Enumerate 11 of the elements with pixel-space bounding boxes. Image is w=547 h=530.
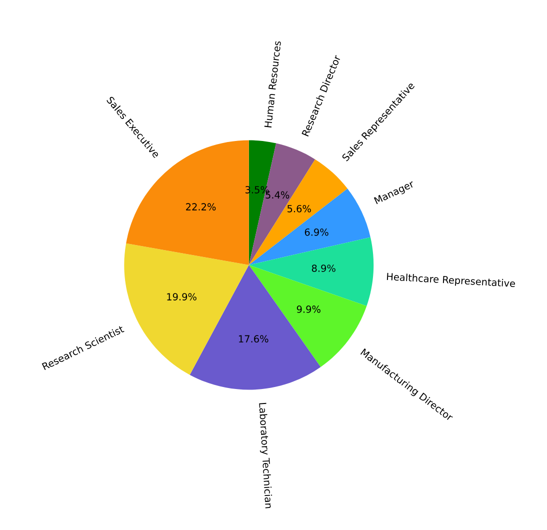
slice-label: Healthcare Representative <box>386 272 516 290</box>
data-label: 6.9% <box>304 228 328 236</box>
data-label: 22.2% <box>186 203 216 210</box>
slice-label: Laboratory Technician <box>257 402 273 508</box>
data-label: 5.6% <box>288 205 311 212</box>
data-label: 19.9% <box>167 293 196 300</box>
data-label: 17.6% <box>238 335 268 343</box>
data-label: 8.9% <box>312 264 336 272</box>
data-label: 5.4% <box>266 191 290 199</box>
slice-label: Human Resources <box>264 40 282 128</box>
data-label: 9.9% <box>296 306 320 313</box>
